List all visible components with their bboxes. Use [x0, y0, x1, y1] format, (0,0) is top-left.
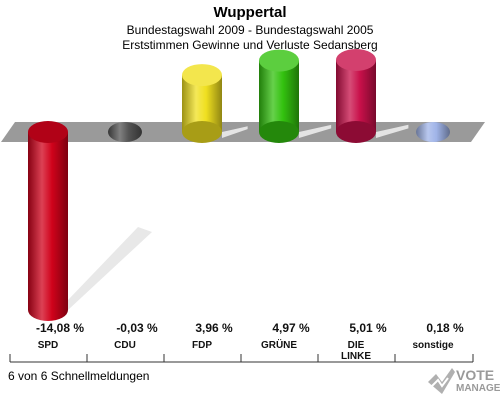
bar-sonstige: [416, 122, 450, 142]
category-label: SPD: [38, 340, 59, 351]
category-label: DIE: [348, 340, 365, 351]
value-label: 4,97 %: [272, 321, 310, 335]
chart-subtitle-election: Bundestagswahl 2009 - Bundestagswahl 200…: [126, 23, 374, 37]
bar-spd: [28, 121, 152, 321]
bar-cdu: [108, 122, 142, 142]
logo-vote-text: VOTE: [456, 367, 495, 383]
category-label: LINKE: [341, 351, 371, 362]
vote-manager-logo: VOTE MANAGER: [426, 364, 500, 398]
vote-manager-check-icon: [428, 368, 455, 394]
value-label: 5,01 %: [349, 321, 387, 335]
bar-fdp: [182, 64, 248, 143]
zero-baseline-band: [1, 122, 485, 142]
bar-die-linke: [336, 49, 409, 143]
logo-manager-text: MANAGER: [456, 383, 500, 394]
category-label: sonstige: [412, 340, 454, 351]
category-label: CDU: [114, 340, 136, 351]
value-label: 3,96 %: [195, 321, 233, 335]
value-label: -14,08 %: [36, 321, 84, 335]
report-count-note: 6 von 6 Schnellmeldungen: [8, 369, 150, 383]
value-label: -0,03 %: [116, 321, 158, 335]
chart-subtitle-district: Erststimmen Gewinne und Verluste Sedansb…: [122, 38, 378, 52]
category-label: GRÜNE: [261, 338, 297, 351]
category-label: FDP: [192, 340, 212, 351]
bar-grüne: [259, 49, 332, 143]
chart-title: Wuppertal: [213, 4, 287, 21]
value-label: 0,18 %: [426, 321, 464, 335]
